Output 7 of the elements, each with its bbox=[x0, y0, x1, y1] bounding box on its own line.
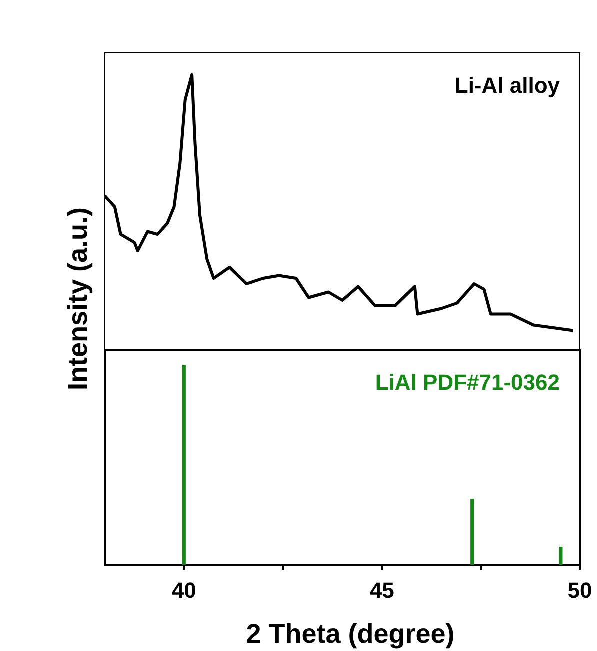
x-tick-label: 40 bbox=[172, 578, 196, 603]
x-tick-label: 50 bbox=[568, 578, 592, 603]
annotation: LiAl PDF#71-0362 bbox=[375, 370, 560, 395]
x-axis-title: 2 Theta (degree) bbox=[246, 619, 455, 649]
annotation: Li-Al alloy bbox=[454, 73, 561, 98]
x-tick-label: 45 bbox=[370, 578, 394, 603]
y-axis-title: Intensity (a.u.) bbox=[63, 207, 93, 391]
